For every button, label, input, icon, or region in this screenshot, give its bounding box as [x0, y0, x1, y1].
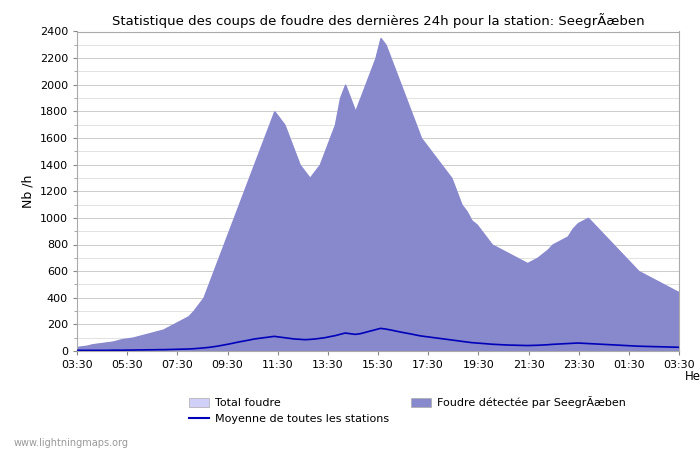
Text: www.lightningmaps.org: www.lightningmaps.org [14, 438, 129, 448]
Legend: Total foudre, Moyenne de toutes les stations, Foudre détectée par SeegrÃæben: Total foudre, Moyenne de toutes les stat… [185, 392, 630, 428]
Text: Heure: Heure [685, 370, 700, 383]
Title: Statistique des coups de foudre des dernières 24h pour la station: SeegrÃæben: Statistique des coups de foudre des dern… [112, 13, 644, 27]
Y-axis label: Nb /h: Nb /h [21, 175, 34, 208]
